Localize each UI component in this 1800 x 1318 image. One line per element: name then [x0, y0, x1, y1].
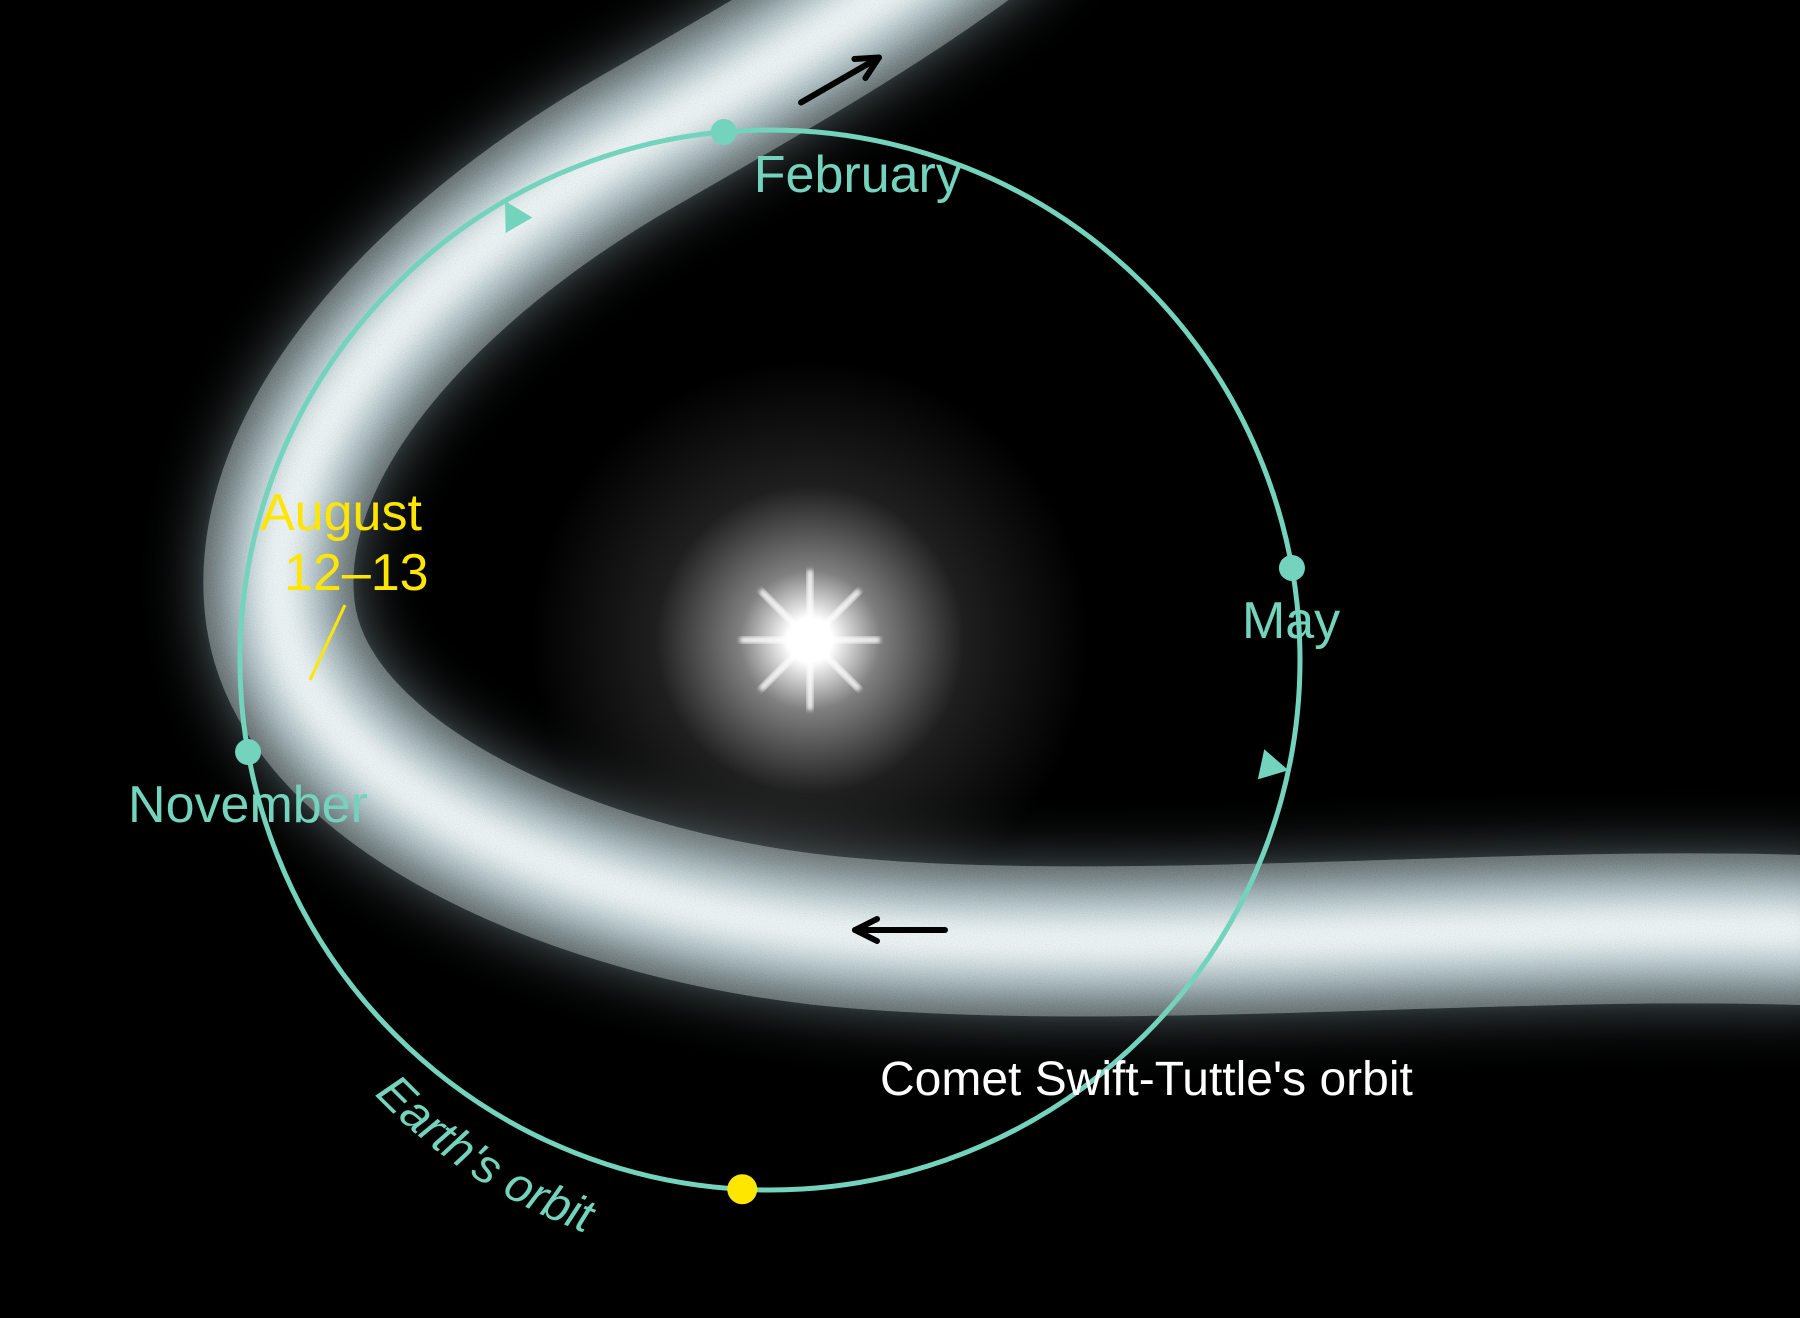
- month-marker-dot: [235, 739, 261, 765]
- highlight-label: August: [260, 484, 422, 542]
- month-label: May: [1242, 592, 1340, 650]
- highlight-label: 12–13: [284, 544, 429, 602]
- month-label: November: [128, 776, 368, 834]
- sun: [530, 360, 1090, 920]
- month-marker-dot: [1279, 555, 1305, 581]
- comet-orbit-label: Comet Swift-Tuttle's orbit: [880, 1053, 1413, 1106]
- highlight-marker-dot: [727, 1174, 757, 1204]
- month-label: February: [754, 146, 962, 204]
- month-marker-dot: [711, 119, 737, 145]
